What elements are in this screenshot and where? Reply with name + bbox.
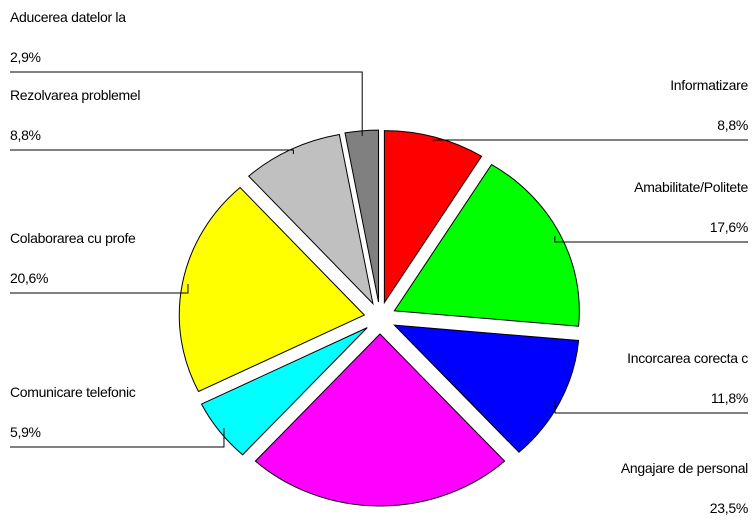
pie-slice [178, 186, 366, 393]
leader-line [10, 428, 225, 448]
pie-slice [200, 327, 368, 456]
slice-value-label: 8,8% [717, 117, 748, 133]
leader-line [10, 283, 189, 294]
pie-slice [344, 129, 380, 303]
slice-label: Incorcarea corecta c [627, 350, 748, 366]
slice-value-label: 20,6% [10, 270, 48, 286]
pie-slice [393, 163, 580, 327]
pie-slice [383, 130, 483, 305]
slice-value-label: 17,6% [710, 219, 748, 235]
slice-value-label: 23,5% [710, 500, 748, 516]
pie-slice [254, 333, 506, 507]
leader-line [432, 139, 748, 143]
slice-label: Amabilitate/Politete [634, 179, 748, 195]
leader-line [10, 71, 363, 136]
leader-line [554, 399, 748, 414]
pie-slice [393, 324, 580, 453]
slice-label: Colaborarea cu profe [10, 230, 136, 246]
slice-value-label: 5,9% [10, 424, 41, 440]
slice-value-label: 8,8% [10, 127, 41, 143]
pie-slice [247, 133, 374, 306]
slice-value-label: 2,9% [10, 49, 41, 65]
slice-label: Informatizare [670, 77, 748, 93]
slice-label: Comunicare telefonic [10, 384, 136, 400]
slice-label: Aducerea datelor la [10, 9, 126, 25]
leader-line [554, 236, 748, 243]
slice-value-label: 11,8% [711, 390, 748, 406]
slice-label: Rezolvarea problemel [10, 87, 140, 103]
leader-line [10, 149, 294, 155]
slice-label: Angajare de personal [621, 460, 748, 476]
